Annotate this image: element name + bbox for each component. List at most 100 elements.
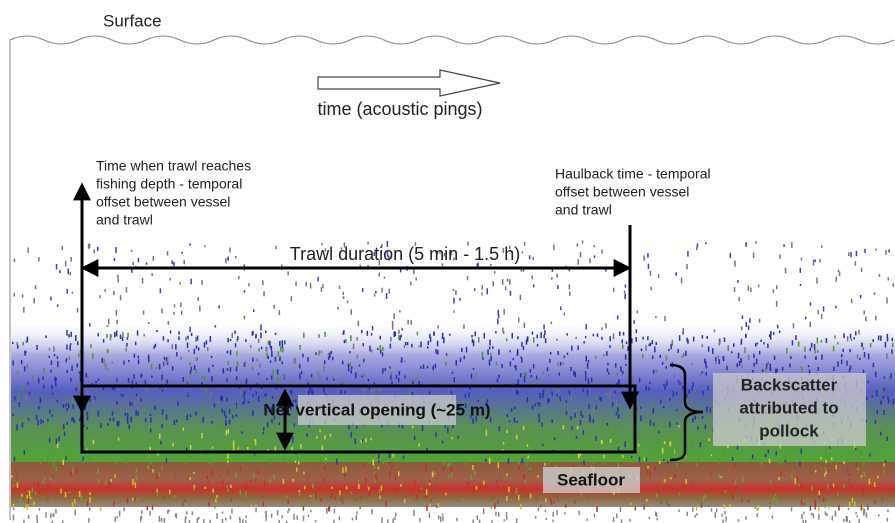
echo-pixel xyxy=(51,414,53,416)
echo-pixel xyxy=(833,505,835,507)
echo-pixel xyxy=(203,519,205,523)
echo-pixel xyxy=(272,396,274,398)
echo-pixel xyxy=(605,269,607,271)
echo-pixel xyxy=(275,357,277,362)
echo-pixel xyxy=(228,429,230,434)
echo-pixel xyxy=(416,495,418,499)
echo-pixel xyxy=(829,447,831,449)
echo-pixel xyxy=(647,469,649,474)
echo-pixel xyxy=(315,520,317,522)
echo-pixel xyxy=(146,262,148,264)
echo-pixel xyxy=(240,490,242,496)
echo-pixel xyxy=(719,359,721,364)
echo-pixel xyxy=(63,460,65,465)
echo-pixel xyxy=(653,408,655,413)
echo-pixel xyxy=(271,376,273,380)
echo-pixel xyxy=(466,347,468,353)
echo-pixel xyxy=(319,445,321,449)
echo-pixel xyxy=(537,428,539,431)
echo-pixel xyxy=(622,371,624,374)
echo-pixel xyxy=(189,456,191,461)
echo-pixel xyxy=(169,490,171,494)
echo-pixel xyxy=(692,382,694,386)
echo-pixel xyxy=(704,359,706,364)
echo-pixel xyxy=(180,356,182,360)
echo-pixel xyxy=(580,252,582,257)
echo-pixel xyxy=(682,386,684,390)
echo-pixel xyxy=(588,379,590,384)
echo-pixel xyxy=(526,460,528,466)
echo-pixel xyxy=(632,375,634,381)
echo-pixel xyxy=(95,381,97,383)
echo-pixel xyxy=(436,505,438,508)
echo-pixel xyxy=(618,414,620,419)
echo-pixel xyxy=(252,410,254,416)
echo-pixel xyxy=(518,379,520,385)
echo-pixel xyxy=(419,345,421,347)
echo-pixel xyxy=(869,454,871,457)
echo-pixel xyxy=(163,336,165,341)
echo-pixel xyxy=(378,467,380,470)
echo-pixel xyxy=(32,375,34,381)
echo-pixel xyxy=(886,437,888,441)
echo-pixel xyxy=(760,461,762,463)
echo-pixel xyxy=(860,295,862,298)
echo-pixel xyxy=(578,453,580,458)
echo-pixel xyxy=(679,382,681,385)
echo-pixel xyxy=(545,510,547,513)
echo-pixel xyxy=(37,483,39,488)
echo-pixel xyxy=(76,469,78,474)
echo-pixel xyxy=(740,486,742,491)
echo-pixel xyxy=(467,481,469,485)
echo-pixel xyxy=(290,390,292,392)
echo-pixel xyxy=(93,440,95,444)
echo-pixel xyxy=(781,459,783,465)
echo-pixel xyxy=(131,402,133,405)
echo-pixel xyxy=(177,401,179,406)
echo-pixel xyxy=(698,454,700,460)
echo-pixel xyxy=(171,260,173,264)
echo-pixel xyxy=(263,432,265,435)
echo-pixel xyxy=(566,400,568,403)
echo-pixel xyxy=(682,331,684,334)
echo-pixel xyxy=(632,458,634,464)
echo-pixel xyxy=(551,500,553,505)
echo-pixel xyxy=(837,493,839,496)
echo-pixel xyxy=(227,256,229,260)
echo-pixel xyxy=(517,349,519,355)
echo-pixel xyxy=(45,423,47,427)
echo-pixel xyxy=(191,333,193,336)
echo-pixel xyxy=(625,354,627,359)
echo-pixel xyxy=(629,519,631,522)
echo-pixel xyxy=(757,513,759,517)
echo-pixel xyxy=(107,368,109,370)
echo-pixel xyxy=(317,371,319,375)
echo-pixel xyxy=(587,496,589,499)
echo-pixel xyxy=(253,473,255,477)
echo-pixel xyxy=(215,441,217,444)
echo-pixel xyxy=(748,355,750,360)
echo-pixel xyxy=(309,473,311,479)
echo-pixel xyxy=(337,307,339,310)
figure: Surface time (acoustic pings) Trawl dura… xyxy=(0,0,895,523)
echo-pixel xyxy=(816,278,818,284)
echo-pixel xyxy=(567,353,569,355)
echo-pixel xyxy=(641,349,643,352)
echo-pixel xyxy=(186,379,188,384)
echo-pixel xyxy=(664,441,666,444)
echo-pixel xyxy=(50,476,52,480)
echo-pixel xyxy=(93,399,95,403)
echo-pixel xyxy=(222,480,224,484)
echo-pixel xyxy=(496,362,498,365)
echo-pixel xyxy=(270,361,272,363)
echo-pixel xyxy=(558,458,560,460)
echo-pixel xyxy=(29,491,31,497)
echo-pixel xyxy=(507,414,509,417)
echo-pixel xyxy=(40,419,42,424)
echo-pixel xyxy=(92,408,94,410)
echo-pixel xyxy=(208,481,210,483)
echo-pixel xyxy=(851,485,853,490)
echo-pixel xyxy=(443,337,445,343)
echo-pixel xyxy=(396,487,398,492)
echo-pixel xyxy=(112,412,114,416)
